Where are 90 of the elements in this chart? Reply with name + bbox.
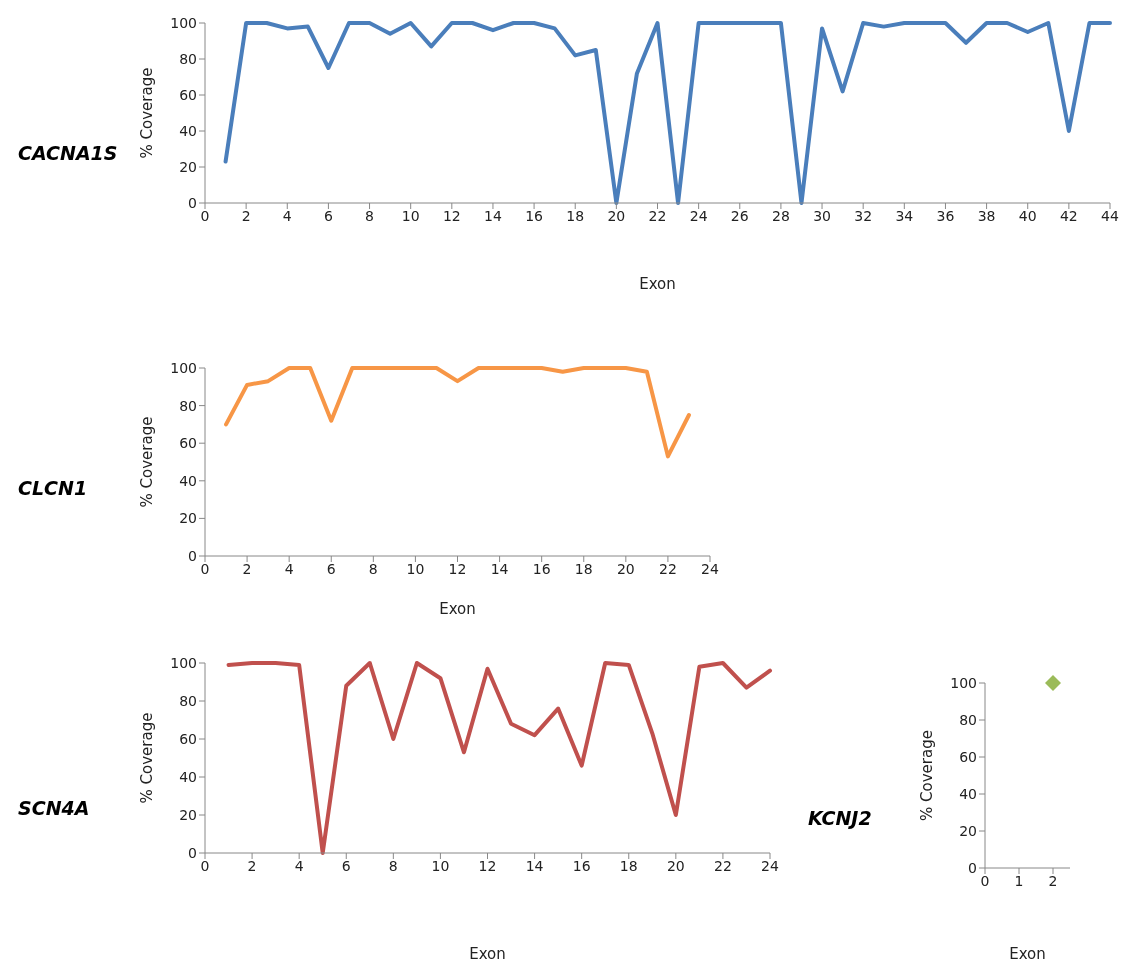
y-axis-title: % Coverage	[138, 712, 157, 804]
y-tick-label: 80	[959, 711, 977, 728]
line-series	[224, 366, 691, 459]
x-tick-label: 44	[1101, 207, 1119, 224]
x-axis-title: Exon	[439, 600, 476, 618]
y-tick-label: 40	[179, 472, 197, 489]
x-tick-label: 0	[980, 872, 990, 889]
y-tick-label: 40	[179, 122, 197, 139]
x-tick-label: 12	[442, 207, 461, 224]
y-tick-label: 60	[179, 435, 197, 452]
y-axis-title: % Coverage	[138, 416, 157, 508]
text: KCNJ2	[807, 807, 873, 829]
y-tick-label: 20	[959, 822, 977, 839]
x-tick-label: 12	[478, 857, 497, 874]
x-tick-label: 24	[761, 857, 779, 874]
text: CLCN1	[17, 477, 89, 499]
x-tick-label: 30	[813, 207, 831, 224]
x-tick-label: 22	[659, 560, 677, 577]
y-axis-title: % Coverage	[918, 730, 937, 821]
y-tick-label: 60	[179, 730, 197, 747]
x-tick-label: 6	[341, 857, 351, 874]
x-tick-label: 22	[714, 857, 732, 874]
x-tick-label: 16	[572, 857, 591, 874]
x-tick-label: 22	[648, 207, 667, 224]
x-tick-label: 42	[1059, 207, 1078, 224]
x-tick-label: 38	[977, 207, 996, 224]
y-tick-label: 80	[179, 50, 197, 67]
x-axis-title: Exon	[469, 945, 506, 960]
x-tick-label: 14	[484, 207, 502, 224]
y-tick-label: 40	[179, 768, 197, 785]
x-tick-label: 12	[448, 560, 467, 577]
x-tick-label: 1	[1014, 872, 1024, 889]
x-tick-label: 26	[730, 207, 749, 224]
x-tick-label: 8	[388, 857, 398, 874]
line-series	[226, 661, 772, 855]
x-tick-label: 20	[616, 560, 635, 577]
x-axis-title: Exon	[639, 275, 676, 293]
y-tick-label: 20	[179, 806, 197, 823]
text: SCN4A	[17, 797, 91, 819]
y-tick-label: 100	[170, 359, 197, 376]
x-tick-label: 4	[294, 857, 304, 874]
x-tick-label: 2	[241, 207, 251, 224]
y-tick-label: 0	[188, 194, 197, 211]
x-tick-label: 8	[368, 560, 378, 577]
x-tick-label: 2	[1048, 872, 1058, 889]
x-tick-label: 18	[574, 560, 593, 577]
x-tick-label: 34	[895, 207, 914, 224]
x-tick-label: 0	[200, 560, 210, 577]
x-tick-label: 16	[532, 560, 551, 577]
x-tick-label: 40	[1018, 207, 1037, 224]
x-tick-label: 10	[406, 560, 425, 577]
x-tick-label: 6	[326, 560, 336, 577]
x-tick-label: 20	[607, 207, 626, 224]
y-tick-label: 100	[170, 654, 197, 671]
x-tick-label: 6	[323, 207, 333, 224]
x-tick-label: 8	[365, 207, 375, 224]
x-axis-title: Exon	[1009, 945, 1046, 960]
y-tick-label: 80	[179, 397, 197, 414]
x-tick-label: 10	[401, 207, 420, 224]
line-series	[223, 21, 1112, 205]
x-tick-label: 2	[242, 560, 252, 577]
y-tick-label: 60	[959, 748, 977, 765]
x-tick-label: 4	[284, 560, 294, 577]
y-axis-title: % Coverage	[138, 67, 157, 159]
x-tick-label: 10	[431, 857, 450, 874]
y-tick-label: 80	[179, 692, 197, 709]
x-tick-label: 0	[200, 857, 210, 874]
x-tick-label: 24	[701, 560, 719, 577]
y-tick-label: 0	[188, 844, 197, 861]
x-tick-label: 32	[854, 207, 873, 224]
x-tick-label: 2	[247, 857, 257, 874]
x-tick-label: 14	[525, 857, 544, 874]
x-tick-label: 18	[566, 207, 585, 224]
text: CACNA1S	[17, 142, 119, 164]
x-tick-label: 4	[282, 207, 292, 224]
x-tick-label: 0	[200, 207, 210, 224]
x-tick-label: 18	[619, 857, 638, 874]
y-tick-label: 20	[179, 158, 197, 175]
y-tick-label: 0	[188, 547, 197, 564]
y-tick-label: 20	[179, 510, 197, 527]
x-tick-label: 14	[490, 560, 509, 577]
x-tick-label: 24	[689, 207, 708, 224]
y-tick-label: 60	[179, 86, 197, 103]
y-tick-label: 40	[959, 785, 977, 802]
x-tick-label: 28	[772, 207, 790, 224]
y-tick-label: 100	[170, 14, 197, 31]
x-tick-label: 16	[525, 207, 544, 224]
x-tick-label: 20	[666, 857, 685, 874]
y-tick-label: 100	[950, 674, 977, 691]
x-tick-label: 36	[936, 207, 955, 224]
